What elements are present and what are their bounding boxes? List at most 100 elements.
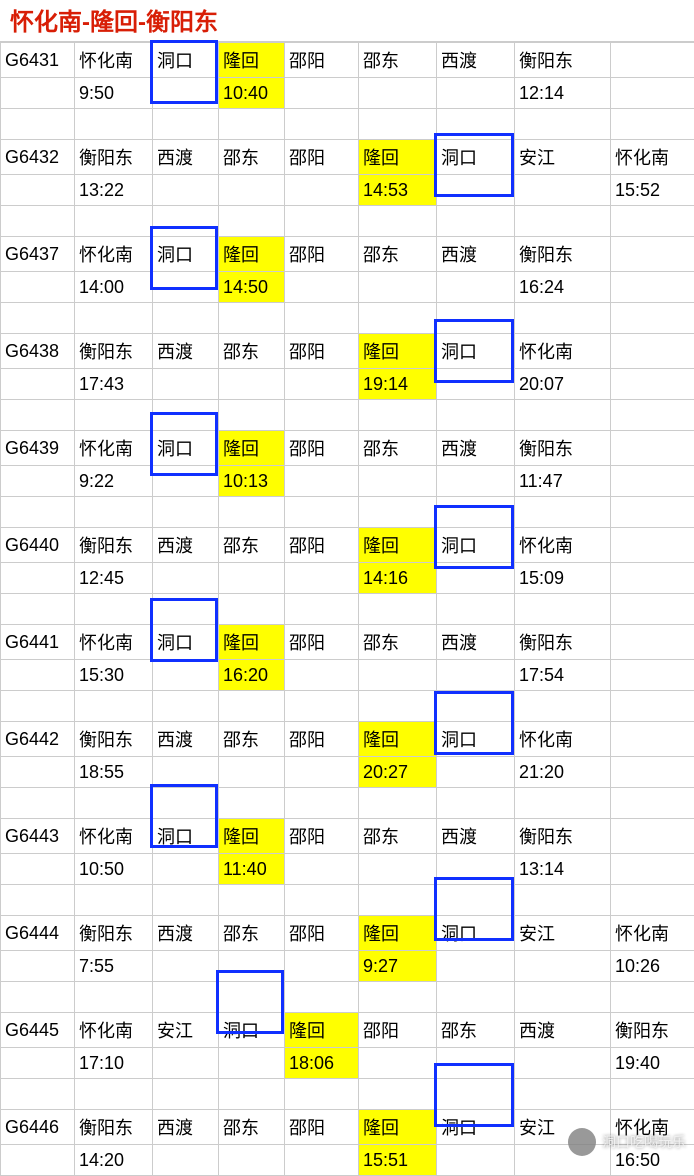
table-cell: 20:27 xyxy=(359,757,437,788)
train-stations-row: G6441怀化南洞口隆回邵阳邵东西渡衡阳东 xyxy=(1,625,694,660)
table-cell: 怀化南 xyxy=(515,334,611,369)
table-cell: 15:52 xyxy=(611,175,694,206)
table-cell: 洞口 xyxy=(153,819,219,854)
train-times-row: 7:559:2710:26 xyxy=(1,951,694,982)
table-cell xyxy=(285,303,359,334)
train-times-row: 9:5010:4012:14 xyxy=(1,78,694,109)
table-cell: 怀化南 xyxy=(75,237,153,272)
spacer-row xyxy=(1,788,694,819)
watermark: 洞口吃喝玩乐 xyxy=(568,1128,686,1156)
table-cell: G6432 xyxy=(1,140,75,175)
table-cell xyxy=(515,885,611,916)
table-cell: 邵阳 xyxy=(285,819,359,854)
table-cell: 怀化南 xyxy=(515,722,611,757)
table-cell xyxy=(1,497,75,528)
table-cell: 安江 xyxy=(515,916,611,951)
table-cell xyxy=(285,497,359,528)
table-cell: 12:45 xyxy=(75,563,153,594)
table-cell xyxy=(1,660,75,691)
table-cell: 邵东 xyxy=(359,43,437,78)
table-cell: 16:24 xyxy=(515,272,611,303)
table-cell xyxy=(611,691,694,722)
table-cell xyxy=(359,788,437,819)
table-cell xyxy=(611,206,694,237)
table-cell: 怀化南 xyxy=(611,140,694,175)
table-cell xyxy=(153,594,219,625)
table-cell xyxy=(153,982,219,1013)
table-cell xyxy=(437,982,515,1013)
table-cell xyxy=(75,303,153,334)
table-cell xyxy=(1,109,75,140)
table-cell: 衡阳东 xyxy=(515,625,611,660)
table-cell xyxy=(1,175,75,206)
table-cell xyxy=(611,109,694,140)
train-stations-row: G6445怀化南安江洞口隆回邵阳邵东西渡衡阳东 xyxy=(1,1013,694,1048)
table-cell xyxy=(437,1079,515,1110)
table-cell: 13:14 xyxy=(515,854,611,885)
table-cell: 邵东 xyxy=(219,722,285,757)
train-stations-row: G6439怀化南洞口隆回邵阳邵东西渡衡阳东 xyxy=(1,431,694,466)
route-title: 怀化南-隆回-衡阳东 xyxy=(0,0,694,42)
watermark-text: 洞口吃喝玩乐 xyxy=(602,1132,686,1152)
table-cell xyxy=(285,594,359,625)
table-cell: 邵阳 xyxy=(285,625,359,660)
table-cell xyxy=(437,206,515,237)
table-cell xyxy=(1,369,75,400)
table-cell: 邵阳 xyxy=(285,334,359,369)
table-cell xyxy=(219,691,285,722)
table-cell: G6446 xyxy=(1,1110,75,1145)
spacer-row xyxy=(1,691,694,722)
table-cell xyxy=(611,982,694,1013)
table-cell xyxy=(611,854,694,885)
table-cell: 邵东 xyxy=(359,819,437,854)
table-cell: 西渡 xyxy=(515,1013,611,1048)
table-cell: 邵东 xyxy=(359,431,437,466)
spacer-row xyxy=(1,206,694,237)
table-cell xyxy=(611,237,694,272)
table-cell xyxy=(515,982,611,1013)
table-cell xyxy=(611,334,694,369)
table-cell: 西渡 xyxy=(153,916,219,951)
table-cell xyxy=(153,660,219,691)
table-cell xyxy=(437,109,515,140)
table-cell xyxy=(515,1079,611,1110)
train-times-row: 10:5011:4013:14 xyxy=(1,854,694,885)
table-cell xyxy=(437,951,515,982)
table-cell: 西渡 xyxy=(437,43,515,78)
table-cell: G6444 xyxy=(1,916,75,951)
table-cell xyxy=(437,563,515,594)
table-cell xyxy=(1,691,75,722)
table-cell xyxy=(75,788,153,819)
spacer-row xyxy=(1,982,694,1013)
table-cell xyxy=(1,78,75,109)
table-cell xyxy=(153,206,219,237)
table-cell xyxy=(285,1145,359,1176)
table-cell: 隆回 xyxy=(359,1110,437,1145)
table-cell: 19:40 xyxy=(611,1048,694,1079)
table-cell: 10:40 xyxy=(219,78,285,109)
table-cell xyxy=(285,175,359,206)
spacer-row xyxy=(1,400,694,431)
table-cell: 15:09 xyxy=(515,563,611,594)
table-cell xyxy=(437,497,515,528)
table-cell: 洞口 xyxy=(437,528,515,563)
table-cell: 怀化南 xyxy=(75,625,153,660)
table-cell xyxy=(1,303,75,334)
train-times-row: 13:2214:5315:52 xyxy=(1,175,694,206)
table-cell xyxy=(153,175,219,206)
table-cell: 怀化南 xyxy=(611,916,694,951)
table-cell: 洞口 xyxy=(437,334,515,369)
spacer-row xyxy=(1,303,694,334)
table-cell xyxy=(219,400,285,431)
table-cell xyxy=(515,497,611,528)
watermark-icon xyxy=(568,1128,596,1156)
table-cell xyxy=(285,78,359,109)
table-cell: 14:20 xyxy=(75,1145,153,1176)
table-cell: 隆回 xyxy=(359,334,437,369)
table-cell: 邵阳 xyxy=(285,237,359,272)
table-cell xyxy=(285,982,359,1013)
table-cell xyxy=(515,175,611,206)
table-cell xyxy=(219,369,285,400)
table-cell xyxy=(359,497,437,528)
table-cell xyxy=(515,206,611,237)
